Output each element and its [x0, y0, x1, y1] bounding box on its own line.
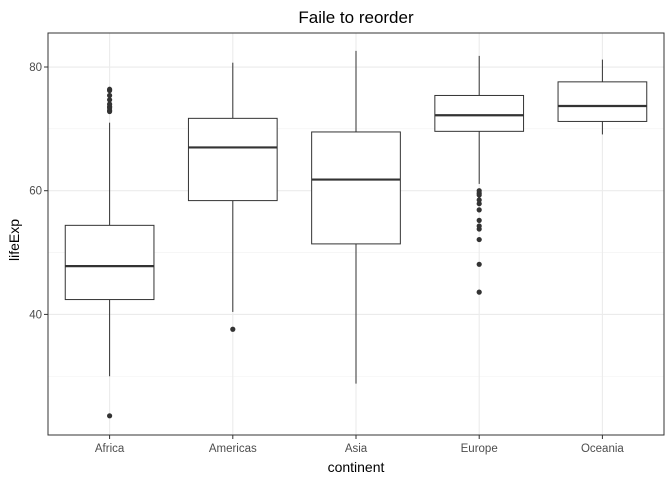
iqr-box	[434, 94, 525, 132]
outlier-point	[476, 236, 482, 243]
box-europe	[434, 55, 525, 295]
box-americas	[187, 62, 278, 332]
y-tick-label: 40	[29, 309, 42, 321]
outlier-point	[476, 223, 482, 229]
outlier-point	[107, 413, 113, 419]
outlier-point	[230, 326, 236, 332]
outlier-point	[476, 217, 482, 223]
iqr-box	[311, 131, 401, 245]
outlier-point	[107, 86, 113, 92]
outlier-point	[107, 101, 113, 107]
outlier-point	[476, 289, 482, 295]
x-tick-label: Americas	[209, 443, 257, 455]
x-tick-label: Europe	[461, 443, 498, 455]
box-asia	[311, 50, 401, 384]
iqr-box	[187, 117, 278, 202]
iqr-box	[557, 81, 648, 122]
x-tick-label: Oceania	[581, 443, 624, 455]
outlier-point	[107, 97, 113, 103]
iqr-box	[64, 224, 155, 301]
outlier-point	[107, 92, 113, 99]
y-tick-label: 80	[29, 62, 42, 74]
y-axis-title: lifeExp	[6, 219, 22, 261]
y-tick-label: 60	[29, 186, 42, 198]
outlier-point	[476, 261, 482, 267]
outlier-point	[476, 201, 482, 207]
outlier-point	[476, 197, 482, 203]
outlier-point	[476, 188, 482, 194]
outlier-point	[476, 207, 482, 213]
x-axis: Africa Americas Asia Europe Oceania	[95, 435, 624, 455]
x-tick-label: Africa	[95, 443, 125, 455]
box-africa	[64, 86, 155, 419]
x-tick-label: Asia	[345, 443, 368, 455]
boxes	[64, 50, 648, 419]
y-axis: 40 60 80	[29, 62, 48, 321]
chart-title: Faile to reorder	[298, 8, 414, 27]
x-axis-title: continent	[328, 459, 385, 475]
box-oceania	[557, 59, 648, 135]
